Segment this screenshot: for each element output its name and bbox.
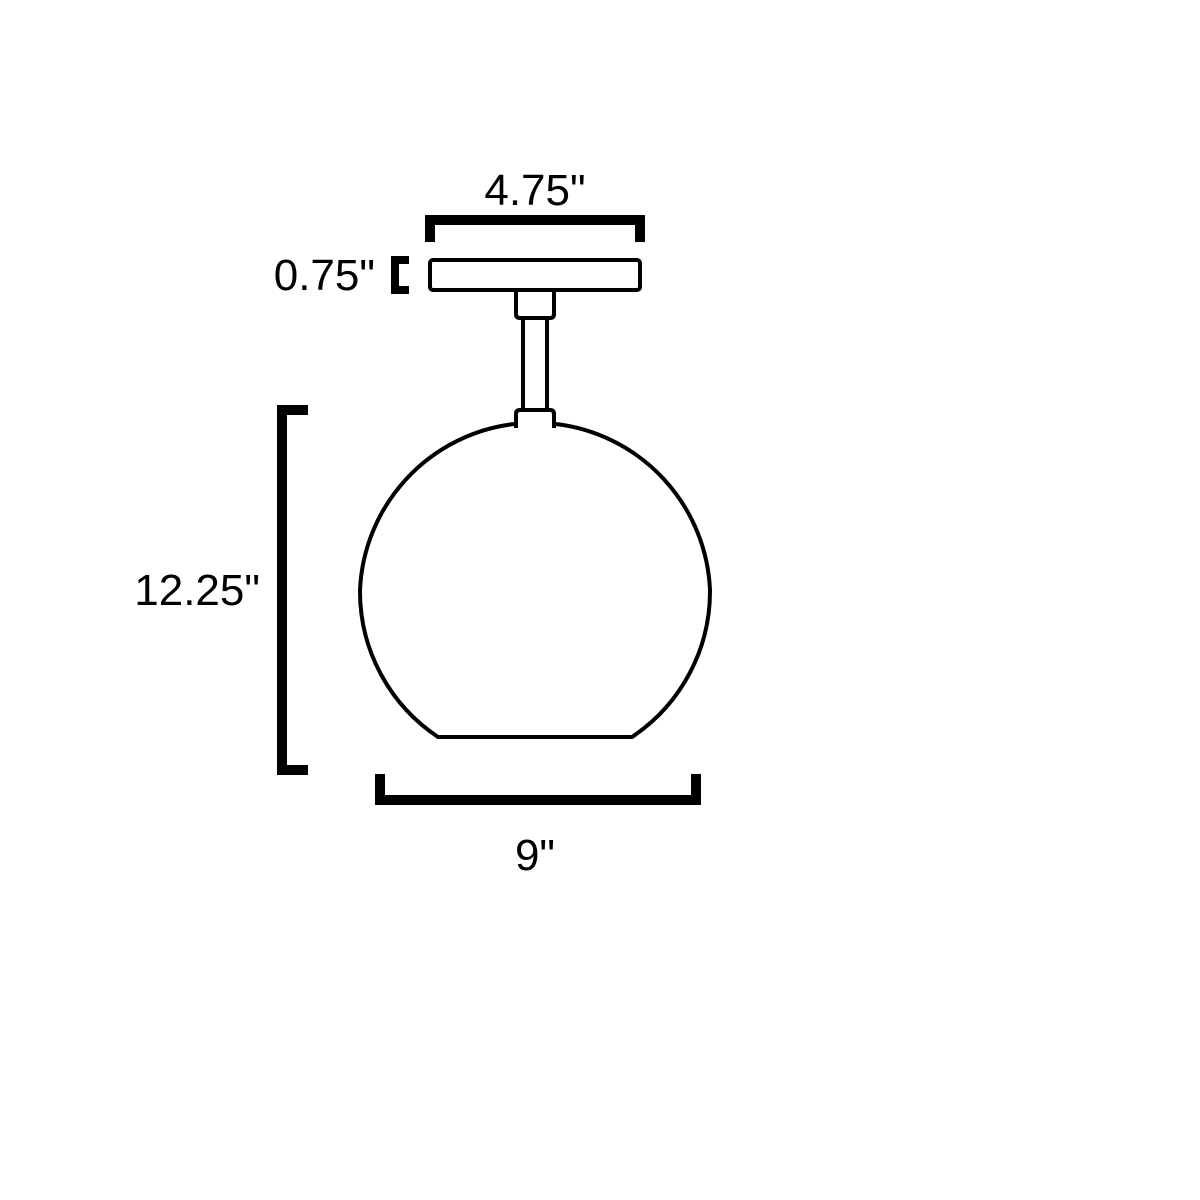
- fixture-dimension-diagram: 4.75" 0.75" 12.25" 9": [0, 0, 1200, 1200]
- globe: [360, 424, 710, 737]
- stem-rod: [523, 318, 547, 410]
- stem-collar: [516, 410, 554, 428]
- label-globe-width: 9": [515, 831, 555, 880]
- bracket-canopy-width: [430, 220, 640, 242]
- bracket-canopy-height: [395, 260, 409, 290]
- canopy-plate: [430, 260, 640, 290]
- label-canopy-height: 0.75": [274, 251, 375, 300]
- label-total-height: 12.25": [134, 566, 260, 615]
- bracket-globe-width: [380, 774, 696, 800]
- bracket-total-height: [282, 410, 308, 770]
- stem-connector: [516, 290, 554, 318]
- globe-outline: [360, 424, 630, 772]
- label-canopy-width: 4.75": [484, 166, 585, 215]
